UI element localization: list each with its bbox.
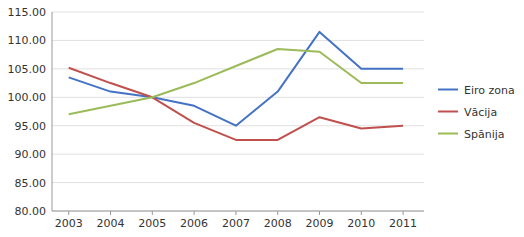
grid-line <box>52 211 424 212</box>
series-group <box>69 32 403 140</box>
legend-swatch <box>438 111 458 113</box>
x-tick <box>319 211 320 215</box>
grid-line <box>52 97 424 98</box>
x-tick <box>235 211 236 215</box>
series-line <box>69 49 403 114</box>
y-tick-label: 110.00 <box>8 34 47 47</box>
x-tick <box>68 211 69 215</box>
x-tick-label: 2004 <box>97 217 125 230</box>
y-tick-label: 80.00 <box>15 205 47 218</box>
x-tick-label: 2006 <box>180 217 208 230</box>
legend: Eiro zona Vācija Spānija <box>438 84 515 141</box>
grid-line <box>52 40 424 41</box>
y-tick-label: 115.00 <box>8 6 47 19</box>
chart: 80.00 85.00 90.00 95.00 100.00 105.00 110.00 11… <box>0 0 524 237</box>
x-tick-label: 2009 <box>306 217 334 230</box>
legend-label: Eiro zona <box>464 84 515 97</box>
grid-line <box>52 182 424 183</box>
x-tick <box>361 211 362 215</box>
x-tick-label: 2005 <box>138 217 166 230</box>
x-axis-line <box>52 211 424 212</box>
x-tick <box>110 211 111 215</box>
legend-swatch <box>438 89 458 91</box>
x-tick <box>194 211 195 215</box>
grid-line <box>52 12 424 13</box>
y-tick-label: 85.00 <box>15 177 47 190</box>
legend-label: Vācija <box>464 106 497 119</box>
y-tick-label: 105.00 <box>8 63 47 76</box>
y-tick-label: 90.00 <box>15 148 47 161</box>
y-tick-label: 100.00 <box>8 91 47 104</box>
grid <box>52 12 424 211</box>
x-tick-label: 2003 <box>55 217 83 230</box>
x-tick <box>403 211 404 215</box>
x-tick-label: 2011 <box>389 217 417 230</box>
x-tick-label: 2010 <box>347 217 375 230</box>
axes: 80.00 85.00 90.00 95.00 100.00 105.00 110.00 11… <box>8 6 425 230</box>
grid-line <box>52 154 424 155</box>
x-tick-label: 2007 <box>222 217 250 230</box>
y-tick-label: 95.00 <box>15 120 47 133</box>
x-tick <box>277 211 278 215</box>
grid-line <box>52 125 424 126</box>
y-axis-line <box>52 12 53 211</box>
x-tick-label: 2008 <box>264 217 292 230</box>
legend-label: Spānija <box>464 128 505 141</box>
series-line <box>69 32 403 126</box>
legend-swatch <box>438 133 458 135</box>
x-tick <box>152 211 153 215</box>
